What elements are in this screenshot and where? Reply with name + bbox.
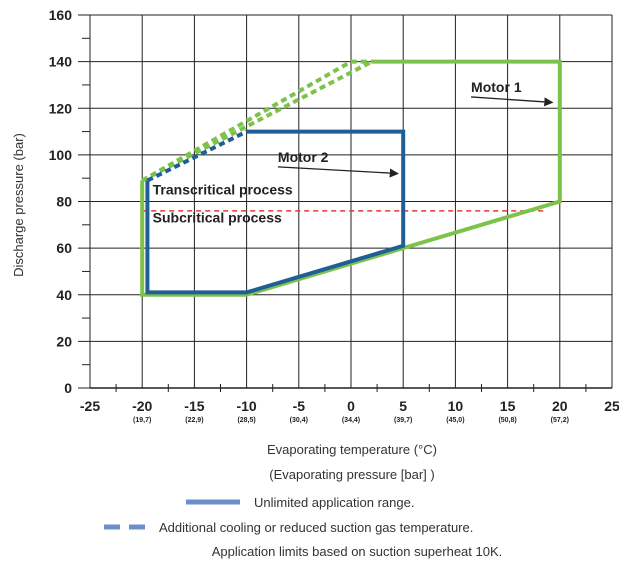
x-tick-label: 5 <box>399 398 407 414</box>
x-tick-label: 20 <box>552 398 568 414</box>
y-tick-label: 0 <box>64 380 72 396</box>
x-pressure-label: (22,9) <box>185 417 203 424</box>
annotation-label: Motor 2 <box>278 149 329 165</box>
y-axis-title: Discharge pressure (bar) <box>11 133 26 277</box>
series-line <box>145 129 406 295</box>
y-tick-label: 40 <box>56 287 72 303</box>
x-tick-label: 10 <box>448 398 464 414</box>
series-line <box>140 59 562 297</box>
series-lines <box>140 59 562 297</box>
x-tick-label: -5 <box>293 398 306 414</box>
annotation-label: Subcritical process <box>153 209 282 225</box>
x-pressure-label: (30,4) <box>290 417 308 424</box>
y-tick-label: 60 <box>56 240 72 256</box>
x-axis-subtitle: (Evaporating pressure [bar] ) <box>269 467 434 482</box>
legend: Unlimited application range. Additional … <box>104 495 473 535</box>
y-tick-label: 100 <box>49 147 73 163</box>
tick-labels: 0 20 40 60 80 100 120 140 160 -25 -20 -15 -10 -5 0 5 10 1… <box>49 7 619 424</box>
series-line <box>146 129 248 183</box>
x-tick-label: 15 <box>500 398 516 414</box>
x-tick-label: 0 <box>347 398 355 414</box>
legend-label-solid: Unlimited application range. <box>254 495 414 510</box>
x-tick-label: -10 <box>236 398 256 414</box>
annotation-label: Transcritical process <box>153 182 293 198</box>
annotation-arrow <box>277 166 399 178</box>
x-tick-label: -15 <box>184 398 204 414</box>
x-pressure-label: (57,2) <box>551 417 569 424</box>
x-pressure-label: (19,7) <box>133 417 151 424</box>
series-line <box>141 59 373 183</box>
axes <box>78 14 612 392</box>
annotation-arrow <box>471 96 554 107</box>
x-tick-label: -25 <box>80 398 100 414</box>
x-pressure-label: (34,4) <box>342 417 360 424</box>
x-tick-label: 25 <box>604 398 619 414</box>
y-tick-label: 140 <box>49 54 73 70</box>
application-limits-note: Application limits based on suction supe… <box>212 544 503 559</box>
annotation-label: Motor 1 <box>471 79 522 95</box>
x-pressure-label: (39,7) <box>394 417 412 424</box>
y-tick-label: 20 <box>56 333 72 349</box>
x-tick-label: -20 <box>132 398 152 414</box>
y-tick-label: 160 <box>49 7 73 23</box>
series-line <box>141 59 372 183</box>
x-pressure-label: (28,5) <box>237 417 255 424</box>
y-tick-label: 120 <box>49 100 73 116</box>
y-tick-label: 80 <box>56 194 72 210</box>
x-axis-title: Evaporating temperature (°C) <box>267 442 437 457</box>
x-pressure-label: (50,8) <box>498 417 516 424</box>
legend-label-dashed: Additional cooling or reduced suction ga… <box>159 520 473 535</box>
x-pressure-label: (45,0) <box>446 417 464 424</box>
annotations: Transcritical process Subcritical process… <box>153 79 554 225</box>
